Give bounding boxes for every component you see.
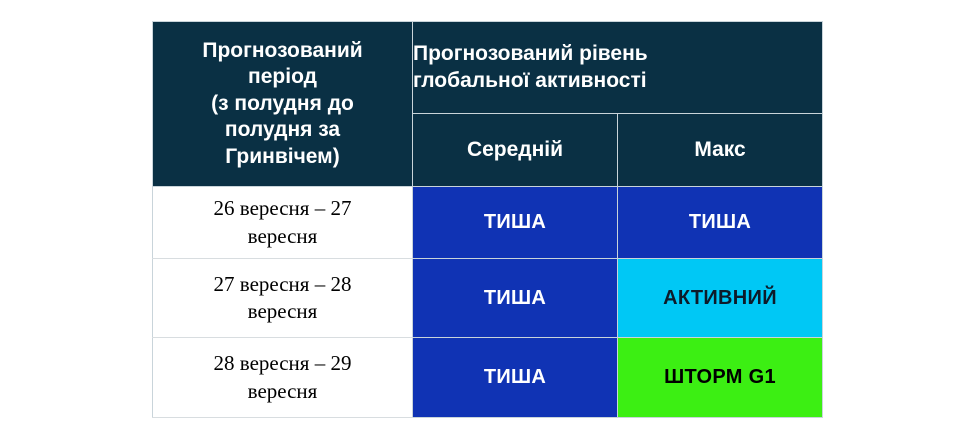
row-period-0-line-1: 26 вересня – 27 bbox=[213, 196, 352, 221]
row-period-1-line-1: 27 вересня – 28 bbox=[213, 271, 352, 296]
table-row: 26 вересня – 27 вересня ТИША ТИША bbox=[152, 186, 823, 259]
row-mean-status-2: ТИША bbox=[412, 337, 618, 418]
row-period-0: 26 вересня – 27 вересня bbox=[152, 186, 413, 259]
header-period-line-3: (з полудня до bbox=[211, 91, 354, 115]
header-max-level: Макс bbox=[617, 113, 823, 187]
row-mean-status-0: ТИША bbox=[412, 186, 618, 259]
row-period-2-line-2: вересня bbox=[247, 378, 318, 403]
row-period-2: 28 вересня – 29 вересня bbox=[152, 337, 413, 418]
row-period-1-line-2: вересня bbox=[247, 299, 318, 323]
row-max-status-2: ШТОРМ G1 bbox=[617, 337, 823, 418]
row-period-1: 27 вересня – 28 вересня bbox=[152, 258, 413, 338]
row-max-status-1: АКТИВНИЙ bbox=[617, 258, 823, 338]
table-header-row-top: Прогнозований період (з полудня до полуд… bbox=[152, 21, 823, 187]
row-max-status-0: ТИША bbox=[617, 186, 823, 259]
table-header-row-sub: Середній Макс bbox=[153, 113, 823, 187]
row-period-0-line-2: вересня bbox=[247, 223, 318, 248]
header-period-line-1: Прогнозований bbox=[202, 38, 363, 62]
row-mean-status-1: ТИША bbox=[412, 258, 618, 338]
header-level-line-1: Прогнозований рівень bbox=[413, 42, 648, 66]
geomagnetic-forecast-table: Прогнозований період (з полудня до полуд… bbox=[152, 21, 823, 418]
header-period-line-2: період bbox=[248, 65, 317, 89]
forecast-table: Прогнозований період (з полудня до полуд… bbox=[152, 21, 823, 418]
header-level-line-2: глобальної активності bbox=[413, 68, 647, 92]
header-global-activity-level: Прогнозований рівень глобальної активнос… bbox=[412, 21, 823, 114]
table-row: 28 вересня – 29 вересня ТИША ШТОРМ G1 bbox=[152, 337, 823, 418]
table-row: 27 вересня – 28 вересня ТИША АКТИВНИЙ bbox=[152, 258, 823, 338]
header-forecast-period: Прогнозований період (з полудня до полуд… bbox=[152, 21, 413, 187]
header-period-line-5: Гринвічем) bbox=[225, 144, 340, 168]
header-period-line-4: полудня за bbox=[224, 118, 341, 142]
row-period-2-line-1: 28 вересня – 29 bbox=[213, 351, 352, 376]
header-mean-level: Середній bbox=[412, 113, 618, 187]
